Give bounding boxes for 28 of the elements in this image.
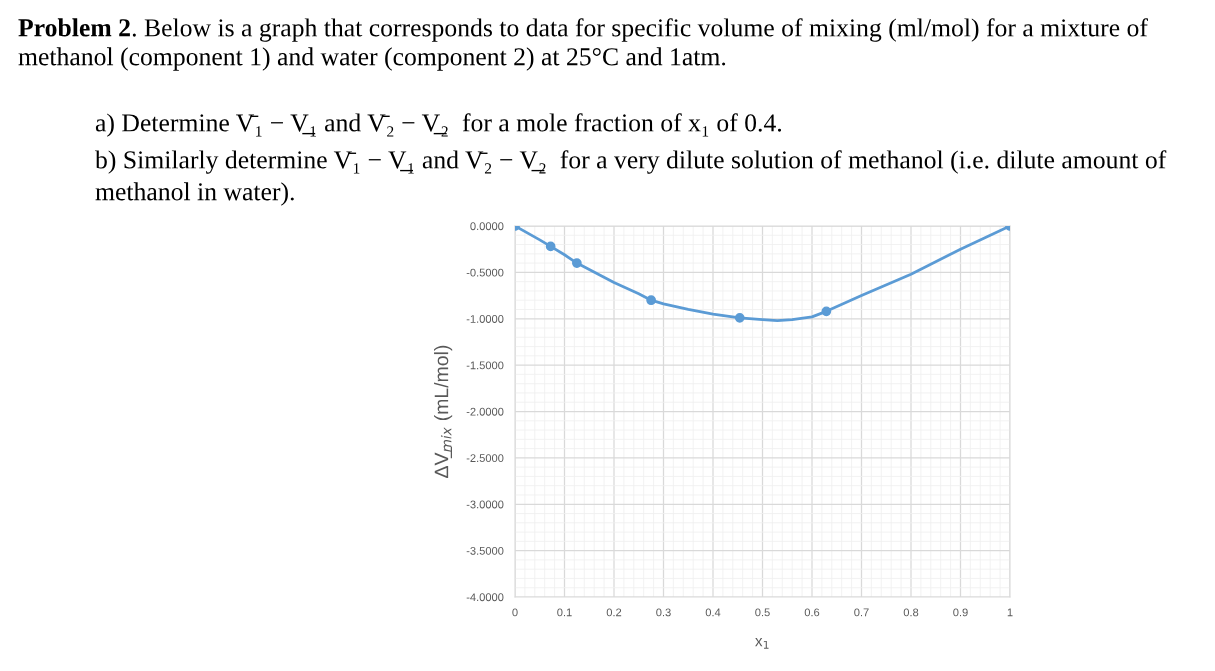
text: methanol in water). xyxy=(95,182,294,206)
y-tick-label: -3.5000 xyxy=(466,546,504,555)
text: a) Determine V̄₁ − V̲₁ and V̄₂ − V̲₂ for a mole fraction of x₁ of 0.4. xyxy=(95,113,782,137)
y-tick-label: -0.5000 xyxy=(466,268,504,277)
text: Problem 2 xyxy=(18,18,130,37)
y-tick-label: -4.0000 xyxy=(466,593,504,602)
y-tick-label: -1.5000 xyxy=(466,361,504,370)
x-tick-label: 0.5 xyxy=(755,608,770,617)
x-tick-label: 0.9 xyxy=(953,608,968,617)
x-tick-label: 0.6 xyxy=(804,608,820,617)
x-tick-label: 0.2 xyxy=(606,608,622,617)
text: b) Similarly determine V̄₁ − V̲₁ and V̄₂ − V̲₂ for a very dilute solution of methanol (i.e. dilute amount of xyxy=(95,150,1167,174)
x-tick-label: 0 xyxy=(512,608,518,617)
y-tick-label: -1.0000 xyxy=(466,315,504,323)
y-tick-label: -3.0000 xyxy=(466,500,504,509)
y-tick-label: -2.0000 xyxy=(466,407,504,416)
x-tick-label: 0.4 xyxy=(705,608,721,617)
x-tick-label: 1 xyxy=(1007,608,1013,617)
x-axis-title: x$_{1}$ xyxy=(755,638,769,649)
x-tick-label: 0.7 xyxy=(854,608,869,617)
text: methanol (component 1) and water (component 2) at 25°C and 1atm. xyxy=(18,47,726,71)
x-tick-label: 0.8 xyxy=(903,608,919,617)
y-axis-title: ΔV̲$_{mix}$ (mL/mol) xyxy=(434,345,453,478)
y-tick-label: -2.5000 xyxy=(466,454,504,463)
x-tick-label: 0.3 xyxy=(656,608,671,617)
x-tick-label: 0.1 xyxy=(557,608,572,617)
text: . Below is a graph that corresponds to data for specific volume of mixing (ml/mol) for a mixture of xyxy=(132,18,1148,42)
y-tick-label: 0.0000 xyxy=(470,222,504,231)
